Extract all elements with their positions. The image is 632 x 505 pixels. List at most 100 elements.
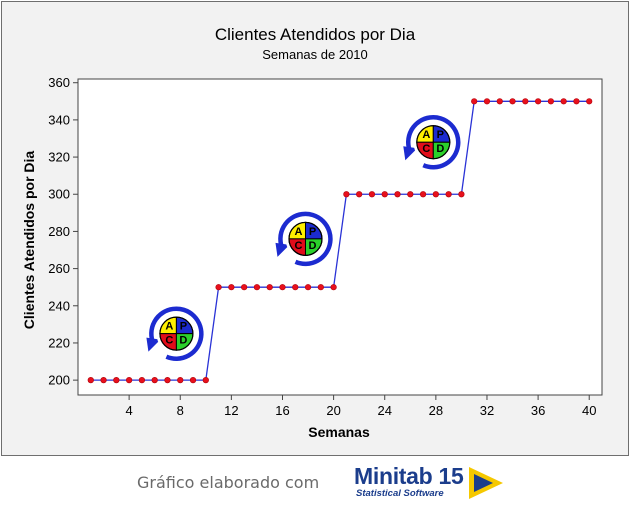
line-chart: Clientes Atendidos por Dia Semanas de 20…: [21, 25, 603, 440]
y-tick-label: 320: [48, 150, 70, 165]
pdca-cycle-icon: A PC D: [275, 211, 333, 267]
pdca-label: A: [165, 321, 173, 333]
x-tick-label: 28: [429, 403, 443, 418]
pdca-ring: [406, 115, 461, 170]
data-point: [100, 377, 107, 384]
data-point: [304, 284, 312, 291]
pdca-label: P: [180, 321, 187, 333]
chart-subtitle: Semanas de 2010: [262, 47, 368, 62]
data-point: [87, 377, 94, 384]
pdca-label: C: [165, 335, 173, 347]
data-point: [113, 377, 120, 384]
pdca-label: P: [437, 129, 444, 141]
x-tick-label: 16: [275, 403, 289, 418]
pdca-label: A: [422, 129, 430, 141]
credit-text: Gráfico elaborado com: [137, 473, 320, 492]
pdca-ring-arrowhead: [275, 242, 290, 257]
x-tick-label: 36: [531, 403, 545, 418]
y-axis: 200 220 240 260 280 300 320 340 360: [48, 75, 78, 388]
data-point: [407, 191, 414, 198]
pdca-label: A: [295, 226, 303, 238]
data-point: [547, 98, 554, 105]
y-axis-label: Clientes Atendidos por Dia: [21, 151, 37, 330]
data-point: [343, 191, 350, 198]
data-point: [189, 377, 197, 384]
y-tick-label: 300: [48, 187, 70, 202]
data-point: [522, 98, 529, 105]
data-point: [509, 98, 516, 105]
pdca-ring-arrowhead: [403, 146, 418, 161]
data-point: [266, 284, 273, 291]
y-tick-label: 340: [48, 112, 70, 127]
pdca-label: C: [422, 143, 430, 155]
annotation-layer: A PC DA PC DA PC D: [146, 115, 461, 361]
x-tick-label: 32: [480, 403, 494, 418]
pdca-label: D: [436, 143, 444, 155]
series-layer: [87, 98, 593, 384]
pdca-label: C: [295, 240, 303, 252]
series-line: [90, 100, 590, 381]
data-point: [573, 98, 580, 105]
x-tick-label: 24: [377, 403, 391, 418]
data-point: [126, 377, 133, 384]
data-point: [164, 377, 171, 384]
play-arrow-icon: [469, 467, 503, 499]
y-tick-label: 200: [48, 373, 70, 388]
data-point: [151, 377, 158, 384]
data-point: [368, 191, 376, 198]
chart-frame: Clientes Atendidos por Dia Semanas de 20…: [1, 1, 629, 456]
pdca-label: P: [309, 226, 316, 238]
data-point: [586, 98, 593, 105]
data-point: [138, 377, 146, 384]
data-point: [471, 98, 478, 105]
data-point: [330, 284, 337, 291]
pdca-outline: [159, 316, 194, 351]
x-tick-label: 8: [177, 403, 184, 418]
data-point: [202, 377, 209, 384]
data-point: [241, 284, 248, 291]
chart-title: Clientes Atendidos por Dia: [215, 25, 416, 44]
pdca-outline: [288, 221, 323, 256]
x-axis-label: Semanas: [308, 424, 370, 440]
x-tick-label: 20: [326, 403, 340, 418]
data-point: [279, 284, 286, 291]
pdca-cycle-icon: A PC D: [403, 115, 461, 170]
pdca-ring: [149, 306, 204, 361]
data-point: [228, 284, 235, 291]
logo-tagline: Statistical Software: [356, 488, 444, 499]
data-point: [419, 191, 427, 198]
data-point: [317, 284, 324, 291]
y-tick-label: 220: [48, 335, 70, 350]
data-point: [560, 98, 567, 105]
x-tick-label: 40: [582, 403, 596, 418]
data-point: [253, 284, 261, 291]
pdca-label: D: [309, 240, 317, 252]
data-point: [394, 191, 401, 198]
pdca-outline: [416, 125, 451, 160]
data-point: [458, 191, 465, 198]
logo-name: Minitab 15: [354, 463, 464, 489]
y-tick-label: 360: [48, 75, 70, 90]
pdca-ring: [278, 211, 333, 267]
data-point: [496, 98, 503, 105]
x-axis: 4 8 12 16 20 24 28 32 36 40: [126, 395, 596, 418]
data-point: [215, 284, 222, 291]
data-point: [292, 284, 299, 291]
data-point: [483, 98, 491, 105]
pdca-ring-arrowhead: [146, 337, 161, 352]
data-point: [445, 191, 452, 198]
minitab-logo: Minitab 15 Statistical Software: [352, 463, 504, 503]
x-tick-label: 12: [224, 403, 238, 418]
y-tick-label: 260: [48, 261, 70, 276]
data-point: [356, 191, 363, 198]
y-tick-label: 240: [48, 298, 70, 313]
pdca-cycle-icon: A PC D: [146, 306, 204, 361]
data-point: [177, 377, 184, 384]
x-tick-label: 4: [126, 403, 133, 418]
y-tick-label: 280: [48, 224, 70, 239]
data-point: [381, 191, 388, 198]
data-point: [432, 191, 439, 198]
footer: Gráfico elaborado com Minitab 15 Statist…: [0, 458, 632, 505]
pdca-label: D: [179, 335, 187, 347]
data-point: [534, 98, 542, 105]
